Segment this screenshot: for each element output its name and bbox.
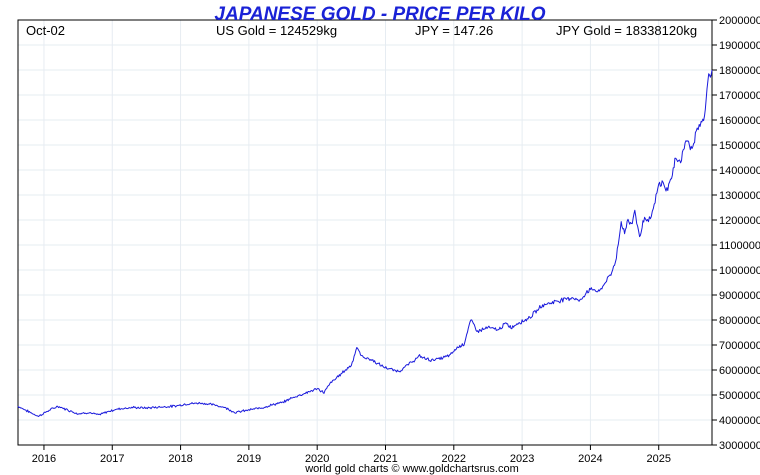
date-label: Oct-02 (26, 23, 65, 38)
us-gold-label: US Gold = 124529kg (216, 23, 337, 38)
y-tick-label-6: 9000000 (719, 290, 760, 302)
plot-area-border (17, 19, 713, 446)
x-tick-label-6: 2022 (442, 453, 466, 465)
y-tick-label-15: 1800000 (719, 65, 760, 77)
x-tick-label-9: 2025 (646, 453, 670, 465)
y-axis-ticks: 3000000 4000000 5000000 6000000 7000000 80000… (712, 15, 760, 452)
x-tick-label-8: 2024 (578, 453, 602, 465)
y-tick-label-7: 1000000 (719, 265, 760, 277)
y-tick-label-3: 6000000 (719, 365, 760, 377)
y-tick-label-13: 1600000 (719, 115, 760, 127)
x-tick-label-1: 2017 (100, 453, 124, 465)
y-tick-label-12: 1500000 (719, 140, 760, 152)
y-tick-label-14: 1700000 (719, 90, 760, 102)
x-tick-label-7: 2023 (510, 453, 534, 465)
x-tick-label-0: 2016 (32, 453, 56, 465)
y-tick-label-0: 3000000 (719, 440, 760, 452)
y-tick-label-16: 1900000 (719, 40, 760, 52)
x-tick-label-2: 2018 (168, 453, 192, 465)
y-tick-label-1: 4000000 (719, 415, 760, 427)
series-line-japanese-gold (17, 69, 713, 417)
y-tick-label-2: 5000000 (719, 390, 760, 402)
chart-title: JAPANESE GOLD - PRICE PER KILO (214, 4, 545, 25)
jpy-rate-label: JPY = 147.26 (415, 23, 493, 38)
y-tick-label-11: 1400000 (719, 165, 760, 177)
footer-credit: world gold charts © www.goldchartsrus.co… (304, 463, 519, 475)
y-tick-label-10: 1300000 (719, 190, 760, 202)
x-axis-ticks: 2016 2017 2018 2019 2020 2021 2022 2023 2024 2025 (32, 445, 671, 465)
y-tick-label-4: 7000000 (719, 340, 760, 352)
x-tick-label-3: 2019 (237, 453, 261, 465)
x-tick-label-4: 2020 (305, 453, 329, 465)
x-tick-label-5: 2021 (373, 453, 397, 465)
y-tick-label-8: 1100000 (719, 240, 760, 252)
y-tick-label-9: 1200000 (719, 215, 760, 227)
y-tick-label-17: 2000000 (719, 15, 760, 27)
y-tick-label-5: 8000000 (719, 315, 760, 327)
jpy-gold-label: JPY Gold = 18338120kg (556, 23, 697, 38)
